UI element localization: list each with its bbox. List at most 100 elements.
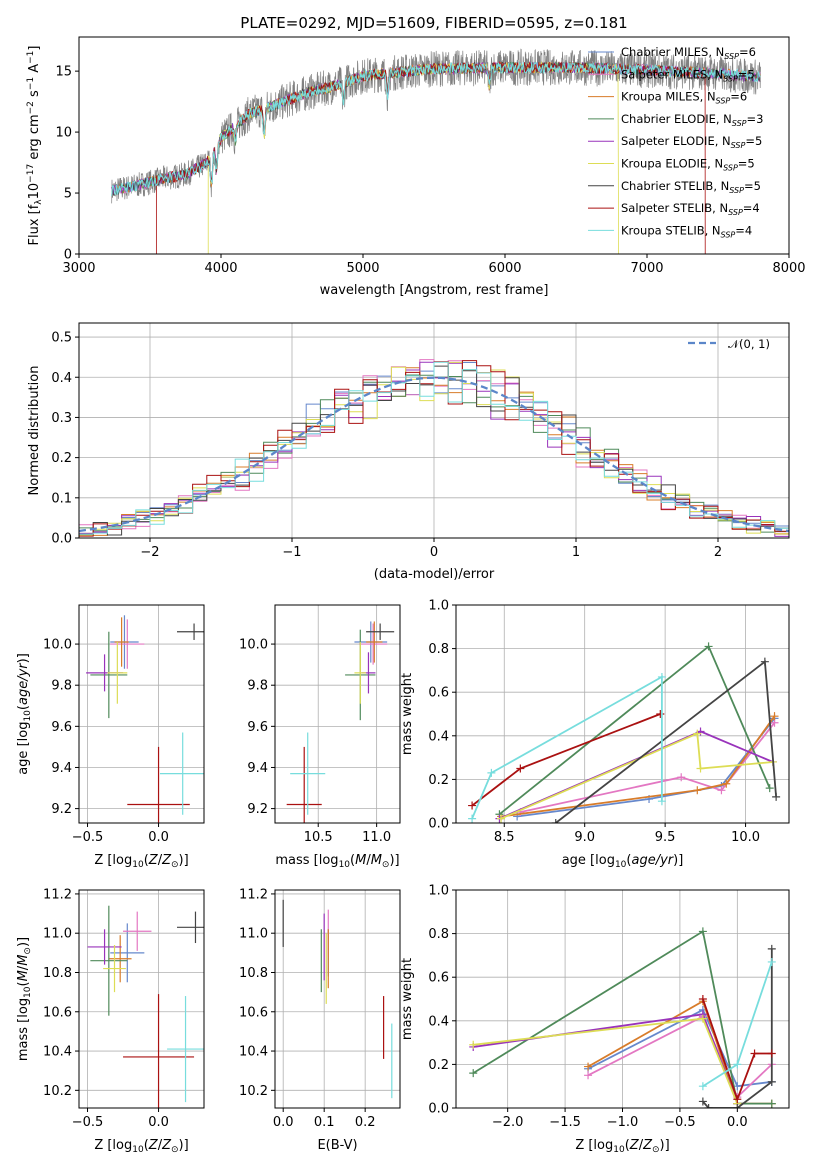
plot-area-age-vs-mass xyxy=(286,621,395,823)
legend-entry-7: Salpeter STELIB, NSSP=4 xyxy=(621,201,760,217)
weight-marker-7 xyxy=(698,995,707,1003)
label-var2: Z xyxy=(642,1138,653,1153)
y-label-close: ] xyxy=(27,46,42,51)
x-tick-label: 7000 xyxy=(630,261,663,276)
weight-line-3 xyxy=(498,644,771,816)
y-tick-label: 0.6 xyxy=(428,686,449,701)
figure-title: PLATE=0292, MJD=51609, FIBERID=0595, z=0… xyxy=(240,14,627,32)
label-sub: 10 xyxy=(613,1145,625,1155)
label-var: Z xyxy=(148,1138,159,1153)
label-sun: ⊙ xyxy=(171,860,179,870)
x-tick-label: 8.5 xyxy=(494,830,515,845)
legend-sub: SSP xyxy=(731,141,746,150)
x-tick-label: 9.0 xyxy=(574,830,595,845)
label-slash: / xyxy=(639,1138,644,1153)
label-main: age [log xyxy=(16,722,31,775)
label-main: Z [log xyxy=(94,853,132,868)
panel-weight-vs-age: 8.5 9.0 9.5 10.0 0.0 0.2 0.4 0.6 0.8 1.0 age [log1… xyxy=(400,599,790,870)
legend-count: =5 xyxy=(744,179,761,193)
legend-entry-3: Chabrier ELODIE, NSSP=3 xyxy=(621,112,763,128)
weight-marker-7 xyxy=(750,1049,759,1058)
x-tick-label: 2 xyxy=(714,545,722,560)
label-sub: 10 xyxy=(339,860,351,870)
label-main: Z [log xyxy=(575,1138,613,1153)
x-tick-label: 0.1 xyxy=(314,1115,335,1130)
plot-area-weight-vs-Z xyxy=(469,927,776,1108)
y-tick-label: 10.8 xyxy=(43,966,72,981)
x-axis-label: E(B-V) xyxy=(317,1138,357,1153)
weight-marker-2 xyxy=(584,1062,593,1071)
y-tick-label: 10.2 xyxy=(239,1084,268,1099)
y-tick-label: 10.0 xyxy=(239,638,268,653)
legend-label: Kroupa ELODIE, N xyxy=(621,157,723,171)
weight-marker-1 xyxy=(584,1071,593,1080)
x-tick-label: 10.5 xyxy=(304,830,333,845)
y-axis-label: Flux [fλ10−17 erg cm−2 s−1 A−1] xyxy=(26,46,44,246)
y-tick-label: 0.3 xyxy=(51,411,72,426)
label-paren: ( xyxy=(144,1138,149,1153)
legend-entry-4: Salpeter ELODIE, NSSP=5 xyxy=(621,134,762,150)
y-tick-label: 10.4 xyxy=(43,1045,72,1060)
label-slash: / xyxy=(16,965,31,970)
label-sub: 10 xyxy=(615,860,627,870)
weight-line-2 xyxy=(500,715,776,818)
label-main: mass [log xyxy=(275,853,338,868)
y-tick-label: 0.4 xyxy=(428,1014,449,1029)
x-axis-label: Z [log10(Z/Z⊙)] xyxy=(94,853,188,870)
label-paren: ( xyxy=(16,705,31,710)
weight-marker-8 xyxy=(468,814,477,823)
weight-line-3 xyxy=(472,929,772,1105)
weight-marker-6 xyxy=(551,819,560,823)
label-sun: ⊙ xyxy=(652,1145,660,1155)
panel-mass-vs-EBV: 0.0 0.1 0.2 10.2 10.4 10.6 10.8 11.0 11.2 E(B-V) xyxy=(239,887,401,1153)
y-tick-label: 0.6 xyxy=(428,971,449,986)
y-axis-label: mass weight xyxy=(400,958,415,1040)
weight-marker-7 xyxy=(516,764,525,773)
y-label-unit: erg cm xyxy=(27,114,42,163)
x-tick-label: 10.0 xyxy=(731,830,760,845)
weight-marker-6 xyxy=(733,1104,742,1108)
plot-area-age-vs-Z xyxy=(86,615,204,823)
label-paren: ( xyxy=(350,853,355,868)
y-tick-label: 11.0 xyxy=(239,927,268,942)
weight-marker-5 xyxy=(469,1040,478,1049)
y-tick-label: 0.2 xyxy=(51,451,72,466)
legend-count: =5 xyxy=(738,157,755,171)
y-tick-label: 10 xyxy=(55,126,72,141)
weight-marker-7 xyxy=(468,801,477,810)
model-spectrum-line-5 xyxy=(207,60,619,254)
label-sun: ⊙ xyxy=(23,947,33,955)
y-label-unit3: A xyxy=(27,64,42,77)
plot-area-mass-vs-EBV xyxy=(282,899,393,1099)
label-paren: ( xyxy=(625,1138,630,1153)
label-var: age/yr xyxy=(16,662,31,705)
legend-entry-6: Chabrier STELIB, NSSP=5 xyxy=(621,179,761,195)
y-tick-label: 5 xyxy=(64,187,72,202)
label-paren: ( xyxy=(144,853,149,868)
normal-curve xyxy=(79,376,789,533)
x-tick-label: 3000 xyxy=(62,261,95,276)
label-var: age/yr xyxy=(631,853,674,868)
y-axis-label: age [log10(age/yr)] xyxy=(16,653,33,775)
weight-marker-2 xyxy=(722,779,731,788)
y-label-exp2: −2 xyxy=(26,101,36,114)
legend-entry-8: Kroupa STELIB, NSSP=4 xyxy=(621,223,752,239)
observed-spectrum-line xyxy=(111,48,761,204)
weight-line-4 xyxy=(473,1013,739,1104)
y-tick-label: 0.8 xyxy=(428,927,449,942)
plot-area-spectrum xyxy=(111,48,761,254)
label-close: )] xyxy=(673,853,683,868)
label-var: M xyxy=(355,853,366,868)
axes-frame xyxy=(78,604,205,824)
label-sub: 10 xyxy=(132,1145,144,1155)
legend-entry-5: Kroupa ELODIE, NSSP=5 xyxy=(621,157,755,173)
label-slash: / xyxy=(158,1138,163,1153)
legend-sub: SSP xyxy=(716,97,731,106)
y-tick-label: 9.6 xyxy=(51,720,72,735)
y-tick-label: 11.2 xyxy=(43,887,72,902)
y-tick-label: 0.0 xyxy=(428,817,449,832)
legend-entry-0: Chabrier MILES, NSSP=6 xyxy=(621,45,756,61)
x-tick-label: 0.0 xyxy=(148,830,169,845)
y-tick-label: 0.4 xyxy=(428,729,449,744)
